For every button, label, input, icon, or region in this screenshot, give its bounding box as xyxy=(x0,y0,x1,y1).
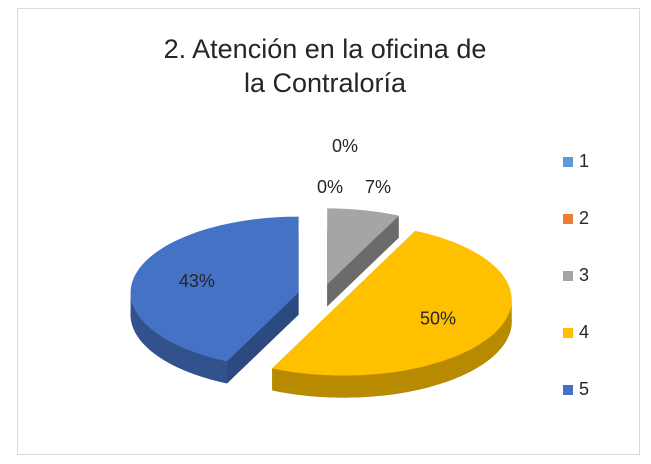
chart-title: 2. Atención en la oficina de la Contralo… xyxy=(163,34,487,98)
legend-swatch xyxy=(563,271,573,281)
slice-wall xyxy=(272,299,512,398)
legend-label: 2 xyxy=(579,208,589,228)
legend-swatch xyxy=(563,328,573,338)
data-label: 7% xyxy=(365,177,391,197)
legend-label: 3 xyxy=(579,265,589,285)
data-label: 0% xyxy=(332,136,358,156)
data-label: 50% xyxy=(420,308,456,328)
legend-label: 5 xyxy=(579,379,589,399)
legend-label: 4 xyxy=(579,322,589,342)
legend-swatch xyxy=(563,385,573,395)
slice xyxy=(272,230,512,376)
slice xyxy=(130,216,299,362)
slice xyxy=(327,208,399,285)
slice-side xyxy=(227,292,299,384)
legend-swatch xyxy=(563,214,573,224)
slice-wall xyxy=(130,292,227,384)
legend-swatch xyxy=(563,157,573,167)
data-label: 43% xyxy=(179,271,215,291)
slice-side xyxy=(327,215,399,307)
data-label: 0% xyxy=(317,177,343,197)
legend-label: 1 xyxy=(579,151,589,171)
